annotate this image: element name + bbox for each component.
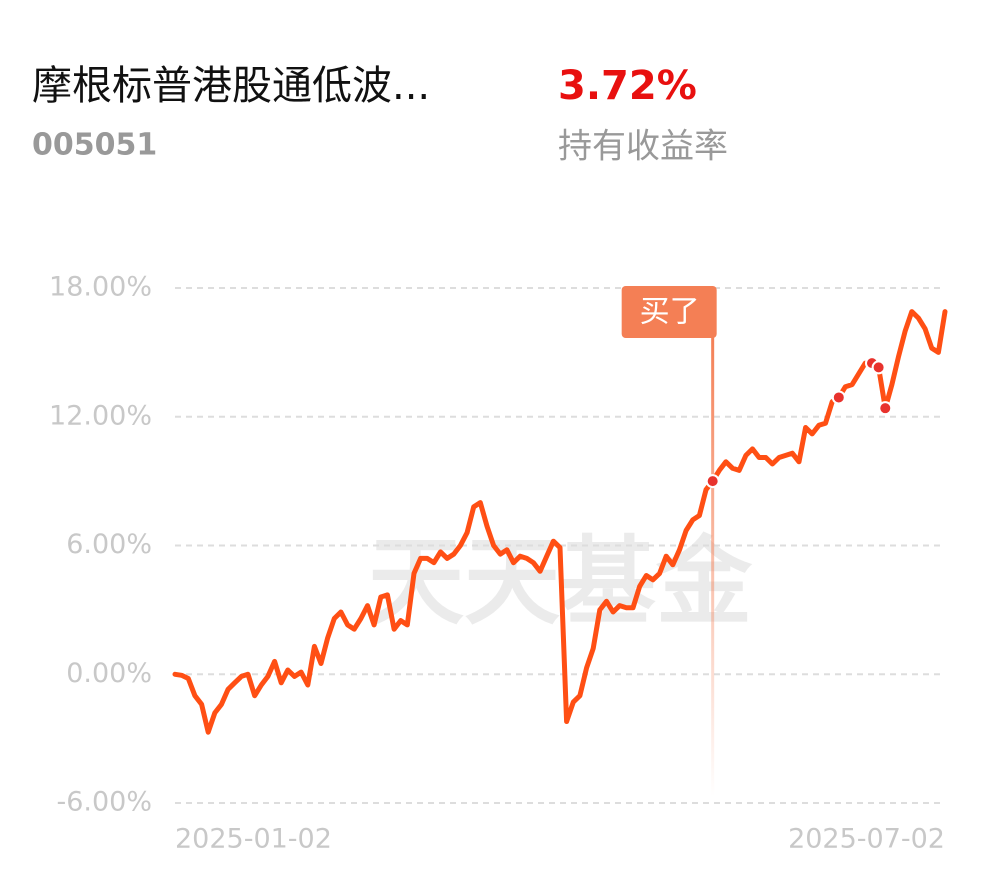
fund-code: 005051: [32, 128, 157, 163]
y-tick-label: 18.00%: [49, 272, 152, 303]
buy-line: [711, 336, 715, 796]
y-tick-label: 6.00%: [66, 529, 152, 560]
buy-label: 买了: [640, 295, 700, 330]
y-tick-label: 0.00%: [66, 658, 152, 689]
trade-marker: [878, 401, 893, 416]
trade-marker: [871, 360, 886, 375]
y-tick-label: 12.00%: [49, 400, 152, 431]
line: [172, 309, 948, 735]
return-value: 3.72%: [558, 63, 697, 109]
return-label: 持有收益率: [558, 127, 728, 167]
y-tick-label: -6.00%: [56, 787, 152, 818]
x-tick-label: 2025-01-02: [175, 824, 332, 855]
trade-marker: [831, 390, 846, 405]
x-tick-label: 2025-07-02: [788, 824, 945, 855]
buy-badge: [621, 286, 717, 338]
trade-marker: [705, 474, 720, 489]
fund-title: 摩根标普港股通低波...: [32, 63, 430, 109]
